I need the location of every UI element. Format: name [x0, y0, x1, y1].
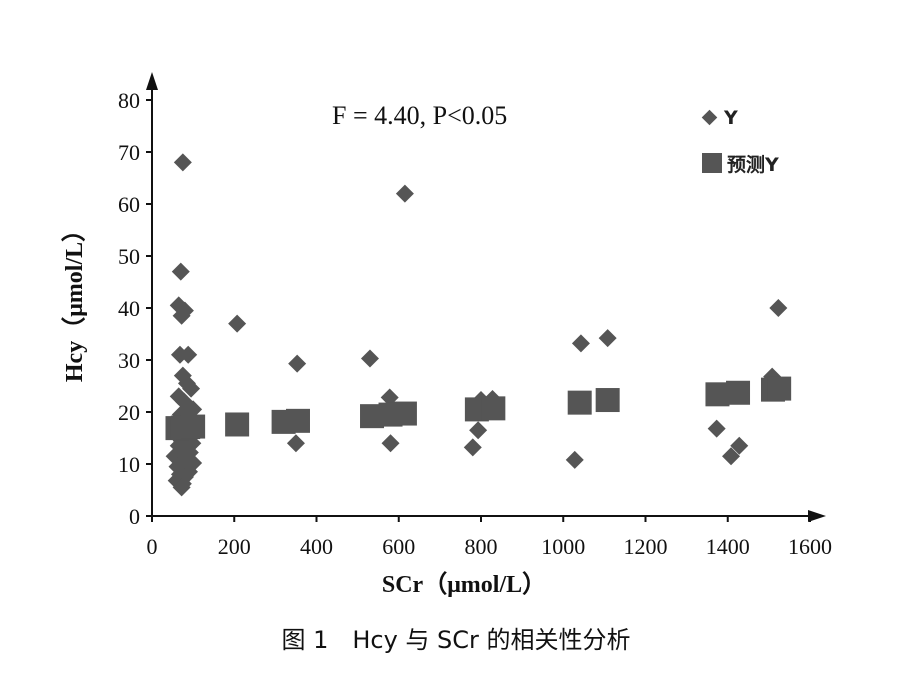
x-tick-label: 1600 — [788, 534, 832, 559]
data-point-y — [228, 314, 247, 333]
data-point-y — [730, 436, 749, 455]
data-point-y — [722, 447, 741, 466]
data-point-y — [360, 349, 379, 368]
x-tick-label: 800 — [465, 534, 498, 559]
x-tick-label: 200 — [218, 534, 251, 559]
x-axis-label: SCr（μmol/L） — [382, 571, 546, 598]
data-point-y — [179, 345, 198, 364]
data-point-predicted-y — [392, 401, 417, 426]
data-point-predicted-y — [595, 388, 620, 413]
chart-annotation: F = 4.40, P<0.05 — [332, 101, 507, 130]
data-point-y — [288, 354, 307, 373]
data-point-y — [182, 379, 201, 398]
data-point-y — [381, 434, 400, 453]
data-marks — [165, 153, 792, 497]
data-point-y — [565, 450, 584, 469]
figure-caption: 图 1 Hcy 与 SCr 的相关性分析 — [281, 626, 631, 654]
data-point-y — [469, 421, 488, 440]
data-point-y — [172, 478, 191, 497]
x-tick-label: 1400 — [706, 534, 750, 559]
data-point-predicted-y — [705, 382, 730, 407]
x-tick-label: 600 — [382, 534, 415, 559]
y-tick-label: 70 — [118, 140, 140, 165]
y-tick-label: 20 — [118, 400, 140, 425]
data-point-predicted-y — [285, 408, 310, 433]
y-tick-label: 80 — [118, 88, 140, 113]
x-tick-label: 0 — [147, 534, 158, 559]
data-point-y — [395, 184, 414, 203]
legend-pred-marker-icon — [702, 153, 722, 173]
data-point-y — [571, 334, 590, 353]
data-point-y — [173, 153, 192, 172]
y-axis-arrow-icon — [146, 72, 158, 90]
data-point-y — [769, 299, 788, 317]
y-tick-label: 10 — [118, 452, 140, 477]
y-tick-label: 30 — [118, 348, 140, 373]
y-axis-label: Hcy（μmol/L） — [61, 218, 88, 382]
data-point-predicted-y — [225, 412, 250, 437]
legend-y-label: Y — [723, 107, 738, 129]
data-point-y — [707, 419, 726, 438]
x-tick-label: 400 — [300, 534, 333, 559]
data-point-y — [463, 438, 482, 457]
x-tick-label: 1200 — [624, 534, 668, 559]
data-point-predicted-y — [567, 390, 592, 415]
legend-pred-label: 预测Y — [727, 154, 779, 176]
x-axis-arrow-icon — [808, 510, 826, 522]
data-point-predicted-y — [181, 414, 206, 439]
data-point-predicted-y — [767, 376, 792, 401]
data-point-predicted-y — [481, 396, 506, 421]
data-point-y — [286, 434, 305, 453]
data-point-y — [172, 306, 191, 325]
legend: Y 预测Y — [701, 107, 779, 176]
y-tick-label: 60 — [118, 192, 140, 217]
y-tick-label: 50 — [118, 244, 140, 269]
x-tick-label: 1000 — [541, 534, 585, 559]
data-point-y — [171, 262, 190, 281]
legend-y-marker-icon — [701, 109, 718, 126]
y-tick-label: 40 — [118, 296, 140, 321]
data-point-predicted-y — [726, 380, 751, 405]
y-tick-label: 0 — [129, 504, 140, 529]
data-point-y — [598, 329, 617, 348]
